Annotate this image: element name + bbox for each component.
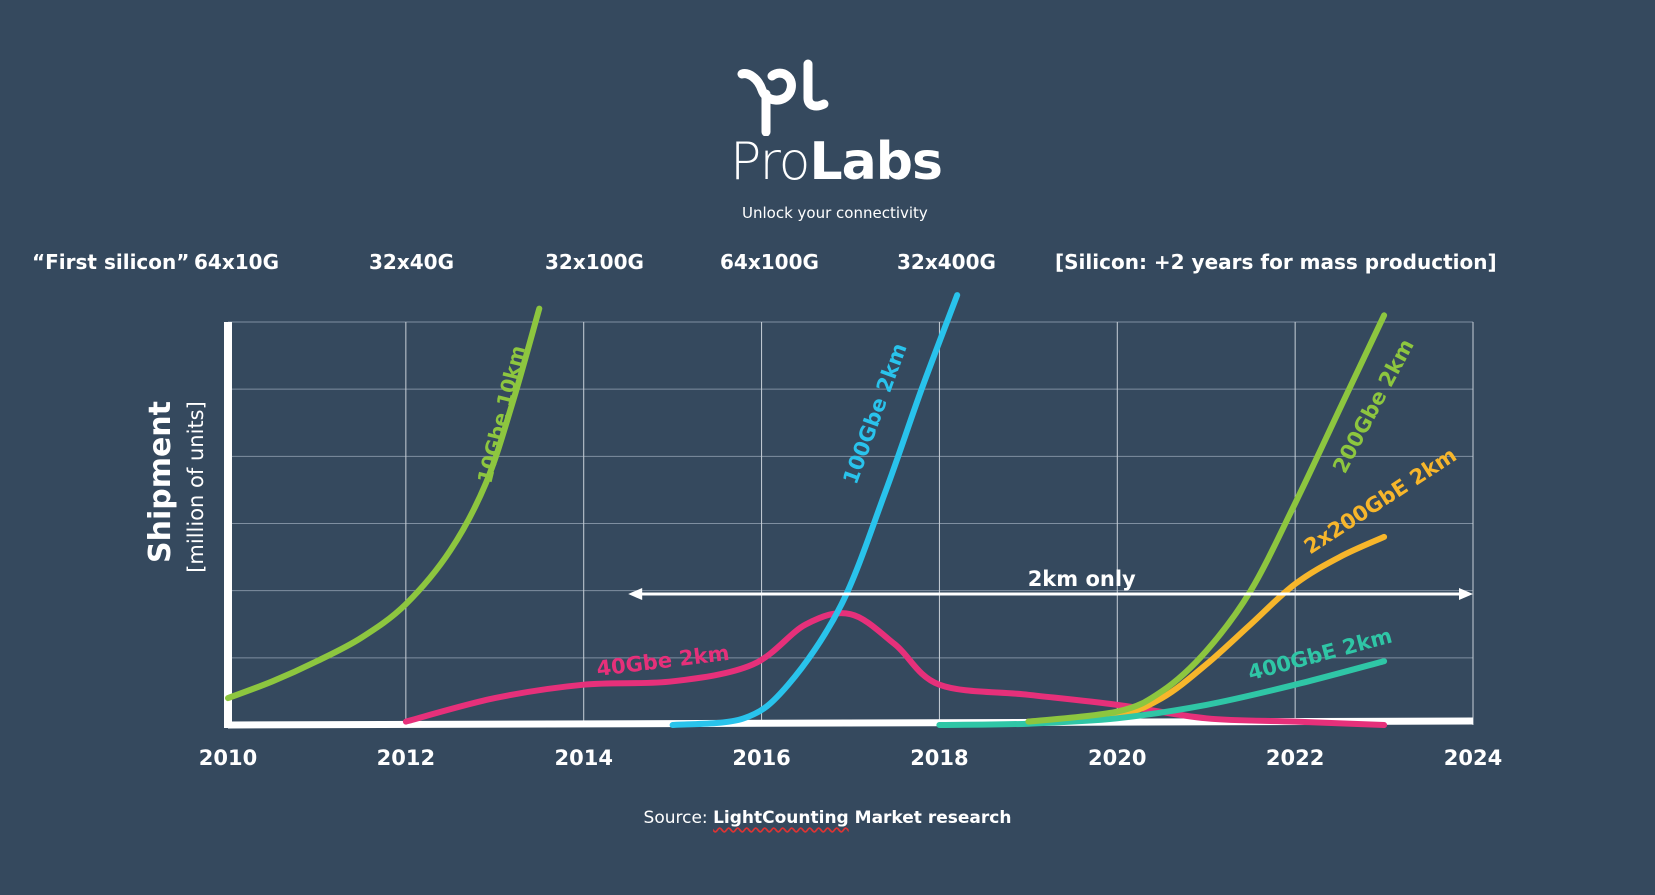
prolabs-logo: ProLabs Unlock your connectivity: [690, 56, 990, 226]
series-line: [225, 305, 543, 702]
x-tick-label: 2020: [1088, 746, 1146, 770]
x-tick-label: 2012: [377, 746, 435, 770]
source-rest: Market research: [848, 808, 1012, 828]
silicon-item: 64x10G: [194, 250, 279, 274]
annotation-label: 2km only: [1028, 567, 1136, 591]
logo-brand-bold: Labs: [809, 132, 943, 192]
source-name: LightCounting: [713, 808, 849, 828]
first-silicon-label: “First silicon”: [32, 250, 190, 274]
logo-wordmark: ProLabs: [730, 132, 943, 192]
pl-logo-icon: [737, 59, 829, 137]
x-tick-label: 2022: [1266, 746, 1324, 770]
first-silicon-row: “First silicon” 64x10G 32x40G 32x100G 64…: [0, 250, 1655, 280]
annotation-arrowhead-left: [628, 588, 643, 601]
series-line: [402, 610, 1388, 728]
x-tick-label: 2016: [732, 746, 790, 770]
source-prefix: Source:: [643, 808, 714, 828]
y-axis-unit-label: [million of units]: [184, 401, 208, 573]
silicon-item: 64x100G: [720, 250, 819, 274]
x-tick-label: 2018: [910, 746, 968, 770]
x-tick-label: 2014: [554, 746, 612, 770]
silicon-item: 32x400G: [897, 250, 996, 274]
source-line: Source: LightCounting Market research: [0, 808, 1655, 828]
silicon-item: 32x40G: [369, 250, 454, 274]
series-line: [1025, 312, 1388, 725]
series-label: 100Gbe 2km: [838, 340, 911, 487]
silicon-item: 32x100G: [545, 250, 644, 274]
silicon-note: [Silicon: +2 years for mass production]: [1055, 250, 1497, 274]
logo-tagline: Unlock your connectivity: [742, 204, 928, 222]
series-label: 10Gbe 10km: [473, 343, 530, 486]
logo-brand-light: Pro: [730, 132, 810, 192]
x-tick-label: 2024: [1444, 746, 1502, 770]
annotation-arrowhead-right: [1459, 588, 1473, 601]
series-line: [669, 292, 961, 728]
y-axis-label: Shipment: [143, 401, 178, 563]
series-line: [936, 658, 1388, 728]
x-tick-label: 2010: [199, 746, 257, 770]
series-line: [1025, 533, 1388, 725]
